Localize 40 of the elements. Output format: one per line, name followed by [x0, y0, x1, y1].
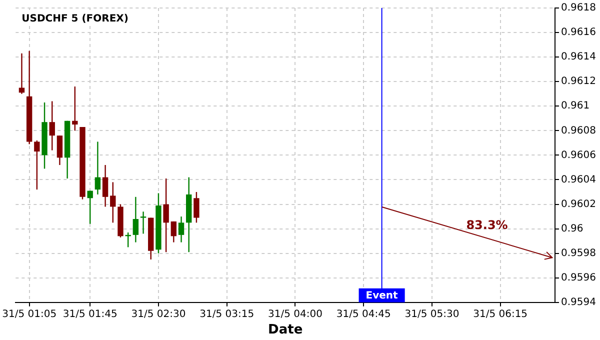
x-tick-label: 31/5 02:30: [131, 308, 186, 320]
y-tick-label: 0.9598: [561, 248, 596, 259]
candlestick: [140, 211, 146, 234]
x-tick-label: 31/5 04:00: [268, 308, 322, 320]
candlestick: [34, 140, 40, 190]
x-tick-label: 31/5 04:45: [336, 308, 391, 320]
y-tick-label: 0.9618: [561, 2, 596, 14]
y-tick-label: 0.9616: [561, 27, 596, 38]
candlestick: [18, 52, 25, 94]
candlestick: [72, 86, 78, 132]
ref-line-label: Event: [366, 290, 398, 302]
x-tick-label: 31/5 03:15: [200, 308, 254, 320]
candlestick: [110, 182, 116, 224]
y-tick-label: 0.9608: [561, 125, 596, 136]
x-tick-label: 31/5 01:05: [2, 308, 57, 320]
candlestick: [194, 191, 200, 224]
y-tick-label: 0.9606: [561, 150, 596, 161]
candlestick: [178, 216, 184, 243]
candlestick: [102, 164, 108, 208]
x-tick-label: 31/5 01:45: [62, 308, 118, 320]
candlestick: [132, 196, 139, 243]
candlestick: [56, 134, 63, 166]
x-tick-label: 31/5 05:30: [404, 308, 460, 320]
x-tick-label: 31/5 06:15: [473, 308, 528, 320]
x-axis-title: Date: [268, 322, 303, 338]
y-tick-label: 0.9612: [561, 76, 596, 88]
candlestick: [94, 141, 101, 196]
y-tick-label: 0.96: [561, 223, 584, 234]
candlestick: [163, 178, 169, 253]
candlestick: [49, 100, 55, 151]
y-tick-label: 0.9614: [561, 52, 596, 63]
candlestick: [87, 190, 93, 224]
text: USDCHF 5 (FOREX): [22, 14, 128, 25]
y-tick-label: 0.9594: [561, 296, 596, 308]
y-tick-label: 0.9596: [561, 272, 596, 284]
y-tick-label: 0.961: [561, 100, 590, 112]
annotation: 83.3%: [466, 218, 508, 232]
y-tick-label: 0.9604: [561, 174, 596, 186]
candlestick: [170, 220, 177, 243]
y-tick-label: 0.9602: [561, 198, 596, 210]
